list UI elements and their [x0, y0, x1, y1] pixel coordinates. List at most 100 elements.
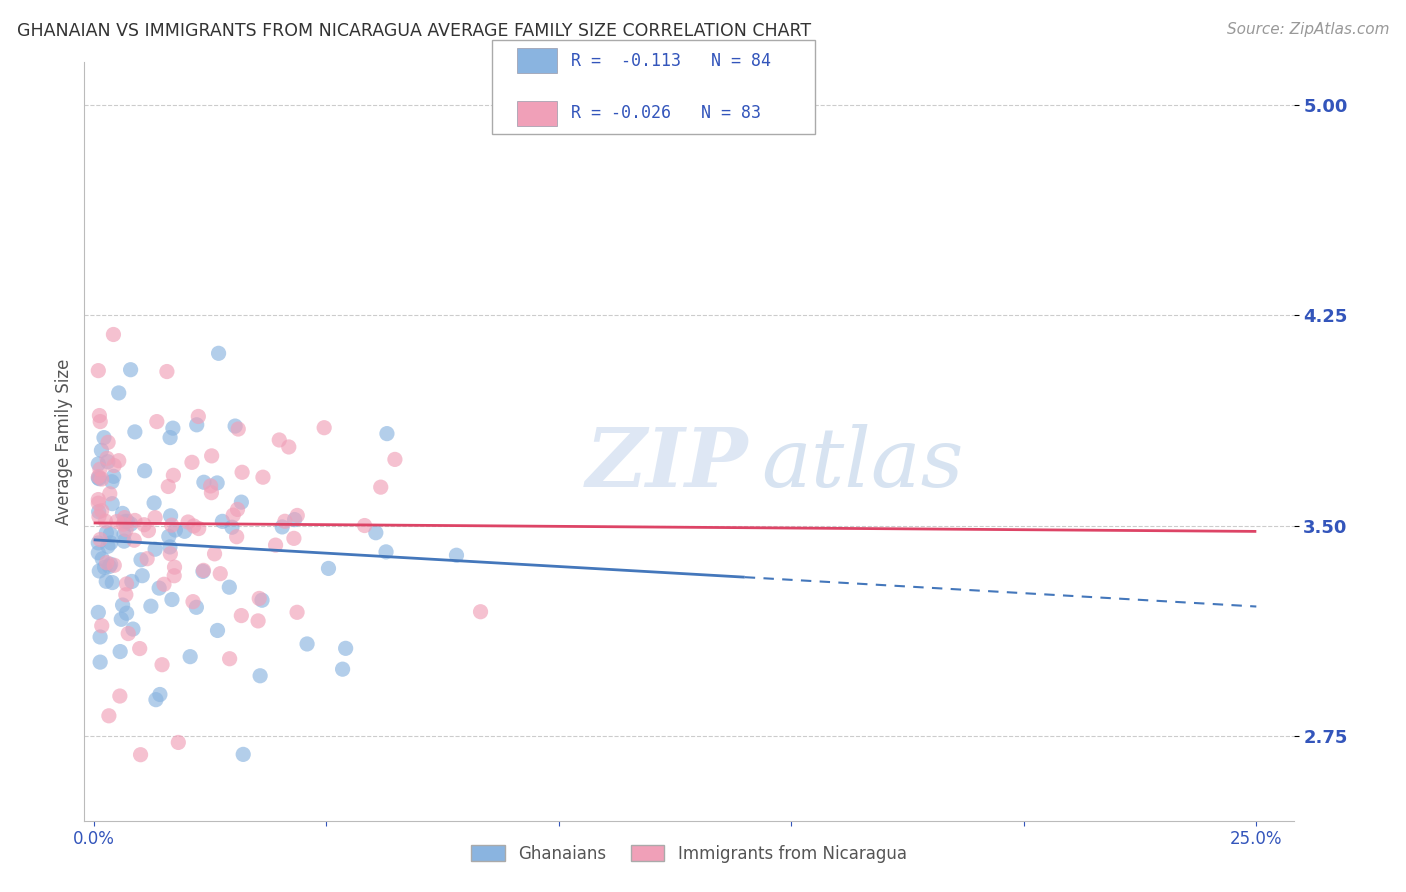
- Legend: Ghanaians, Immigrants from Nicaragua: Ghanaians, Immigrants from Nicaragua: [464, 838, 914, 869]
- Point: [91, 551, 114, 566]
- Point: [143, 542, 166, 557]
- Point: [93, 560, 115, 574]
- Point: [156, 365, 179, 379]
- Point: [226, 502, 249, 516]
- Point: [284, 512, 307, 526]
- Point: [143, 496, 166, 510]
- Point: [314, 420, 336, 434]
- Point: [159, 508, 181, 523]
- Point: [110, 612, 132, 626]
- Point: [132, 517, 155, 532]
- Point: [247, 614, 270, 628]
- Point: [295, 637, 318, 651]
- Point: [285, 605, 308, 619]
- Point: [129, 553, 152, 567]
- Point: [375, 545, 398, 559]
- Point: [187, 409, 209, 424]
- Point: [117, 626, 139, 640]
- Point: [364, 525, 387, 540]
- Point: [193, 475, 215, 490]
- Point: [205, 475, 228, 490]
- Point: [100, 527, 122, 541]
- Point: [143, 510, 166, 524]
- Text: ZIP: ZIP: [586, 425, 749, 504]
- Point: [120, 362, 142, 376]
- Point: [101, 575, 124, 590]
- Point: [271, 520, 294, 534]
- Point: [224, 419, 246, 434]
- Point: [87, 363, 110, 377]
- Point: [98, 487, 121, 501]
- Point: [87, 606, 110, 620]
- Point: [335, 641, 357, 656]
- Point: [131, 568, 153, 582]
- Point: [207, 624, 229, 638]
- Text: R =  -0.113   N = 84: R = -0.113 N = 84: [571, 52, 770, 70]
- Point: [87, 505, 110, 519]
- Point: [177, 515, 200, 529]
- Point: [97, 435, 120, 450]
- Point: [97, 708, 120, 723]
- Point: [159, 547, 181, 561]
- Point: [100, 558, 122, 572]
- Point: [181, 594, 204, 608]
- Point: [252, 470, 274, 484]
- Point: [162, 421, 184, 435]
- Point: [332, 662, 354, 676]
- Point: [207, 346, 229, 360]
- Point: [470, 605, 492, 619]
- Point: [250, 593, 273, 607]
- Point: [108, 644, 131, 658]
- Point: [225, 530, 247, 544]
- Point: [277, 440, 299, 454]
- Point: [145, 692, 167, 706]
- Point: [232, 747, 254, 762]
- Point: [114, 510, 136, 524]
- Point: [89, 630, 111, 644]
- Point: [165, 523, 187, 537]
- Point: [122, 533, 145, 548]
- Point: [87, 546, 110, 560]
- Point: [160, 518, 183, 533]
- Point: [114, 588, 136, 602]
- Point: [90, 443, 112, 458]
- Point: [274, 514, 297, 528]
- Point: [375, 426, 398, 441]
- Point: [146, 415, 169, 429]
- Point: [89, 655, 111, 669]
- Point: [191, 565, 214, 579]
- Point: [107, 386, 129, 401]
- Point: [138, 524, 160, 538]
- Point: [226, 422, 249, 436]
- Point: [134, 464, 156, 478]
- Point: [87, 509, 110, 524]
- Point: [139, 599, 162, 614]
- Point: [153, 577, 176, 591]
- Text: atlas: atlas: [762, 425, 965, 504]
- Point: [159, 540, 181, 554]
- Point: [159, 431, 181, 445]
- Point: [201, 449, 224, 463]
- Point: [187, 522, 209, 536]
- Text: GHANAIAN VS IMMIGRANTS FROM NICARAGUA AVERAGE FAMILY SIZE CORRELATION CHART: GHANAIAN VS IMMIGRANTS FROM NICARAGUA AV…: [17, 22, 811, 40]
- Point: [111, 598, 134, 612]
- Point: [114, 514, 136, 528]
- Point: [103, 558, 125, 573]
- Point: [87, 457, 110, 471]
- Point: [87, 536, 110, 550]
- Point: [89, 533, 111, 547]
- Point: [90, 472, 112, 486]
- Point: [124, 513, 146, 527]
- Point: [96, 451, 118, 466]
- Point: [89, 472, 111, 486]
- Point: [90, 504, 112, 518]
- Point: [222, 508, 245, 522]
- Point: [89, 564, 111, 578]
- Point: [384, 452, 406, 467]
- Point: [231, 495, 253, 509]
- Point: [89, 409, 111, 423]
- Point: [353, 518, 375, 533]
- Point: [370, 480, 392, 494]
- Point: [167, 735, 190, 749]
- Point: [163, 568, 186, 582]
